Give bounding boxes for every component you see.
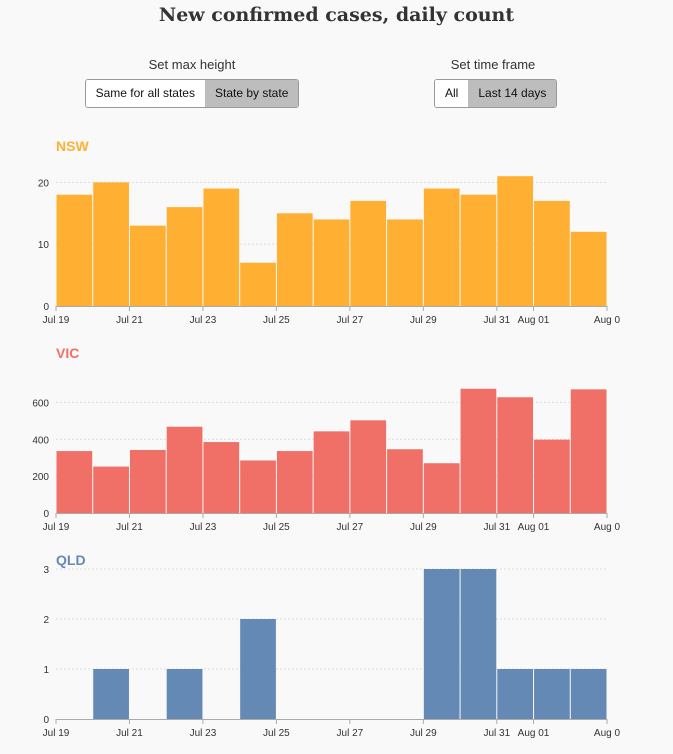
- nsw-x-tick-label: Jul 31: [483, 315, 510, 326]
- vic-x-tick-label: Jul 31: [483, 522, 510, 533]
- qld-chart: QLD 0 1 2 3 Jul 19 Jul 21 Jul 23 Jul 25 Jul 27 Jul…: [43, 552, 621, 739]
- vic-bar-jul-21: [129, 449, 166, 513]
- vic-bar-jul-29: [423, 463, 460, 513]
- qld-x-tick-label: Aug 0: [594, 728, 621, 739]
- vic-bar-aug-01: [534, 439, 570, 513]
- qld-x-tick-label: Jul 29: [410, 728, 437, 739]
- nsw-chart: NSW 0 10 20 Jul 19 Jul 21 Jul 23 Jul 25 Jul 27 Ju…: [38, 138, 621, 326]
- vic-bar-jul-31: [497, 397, 534, 513]
- time-frame-toggle: All Last 14 days: [434, 79, 558, 108]
- qld-bar-jul-31: [497, 669, 534, 719]
- all-button[interactable]: All: [435, 80, 469, 107]
- same-for-all-states-button[interactable]: Same for all states: [85, 80, 205, 107]
- nsw-bar-jul-24: [240, 262, 276, 306]
- qld-y-tick-label: 1: [43, 665, 49, 676]
- nsw-bar-jul-22: [166, 207, 203, 306]
- nsw-bar-jul-26: [313, 219, 350, 306]
- vic-chart: VIC 0 200 400 600 Jul 19 Jul 21 Jul 23 Jul 25 Jul…: [32, 345, 620, 533]
- nsw-x-tick-label: Aug 01: [518, 315, 550, 326]
- vic-bar-jul-22: [166, 426, 203, 513]
- qld-y-tick-label: 0: [43, 715, 49, 726]
- vic-bar-jul-28: [387, 449, 423, 513]
- qld-x-tick-label: Jul 27: [337, 728, 364, 739]
- nsw-bar-jul-31: [497, 176, 534, 306]
- nsw-chart-title: NSW: [56, 138, 89, 154]
- qld-bar-jul-29: [423, 569, 460, 719]
- qld-x-tick-label: Jul 31: [483, 728, 510, 739]
- state-by-state-button[interactable]: State by state: [204, 80, 299, 107]
- nsw-bar-jul-28: [387, 219, 423, 306]
- nsw-x-tick-label: Jul 23: [190, 315, 217, 326]
- qld-y-tick-label: 3: [43, 565, 49, 576]
- nsw-bar-jul-30: [460, 194, 497, 306]
- max-height-toggle: Same for all states State by state: [84, 79, 300, 108]
- nsw-bar-jul-27: [350, 200, 387, 306]
- qld-x-tick-label: Jul 19: [43, 728, 70, 739]
- vic-bar-jul-25: [276, 451, 313, 513]
- nsw-bar-jul-23: [203, 188, 240, 306]
- qld-bar-jul-22: [166, 669, 203, 719]
- qld-bar-jul-30: [460, 569, 497, 719]
- nsw-bar-jul-29: [423, 188, 460, 306]
- qld-bar-jul-24: [240, 619, 276, 719]
- vic-y-tick-label: 200: [32, 472, 49, 483]
- vic-bar-jul-30: [460, 388, 497, 513]
- nsw-x-tick-label: Jul 27: [337, 315, 364, 326]
- qld-x-tick-label: Aug 01: [518, 728, 550, 739]
- vic-bar-aug-02: [570, 389, 607, 513]
- vic-x-tick-label: Aug 0: [594, 522, 621, 533]
- max-height-control: Set max height Same for all states State…: [84, 57, 300, 108]
- vic-x-tick-label: Aug 01: [518, 522, 550, 533]
- vic-y-tick-label: 400: [32, 435, 49, 446]
- qld-bar-aug-01: [534, 669, 570, 719]
- nsw-y-tick-label: 0: [43, 302, 49, 313]
- qld-bar-aug-02: [570, 669, 607, 719]
- nsw-x-tick-label: Jul 21: [116, 315, 143, 326]
- qld-x-tick-label: Jul 23: [190, 728, 217, 739]
- vic-x-tick-label: Jul 27: [337, 522, 364, 533]
- vic-x-tick-label: Jul 23: [190, 522, 217, 533]
- nsw-bar-aug-01: [534, 200, 570, 306]
- vic-chart-title: VIC: [56, 345, 79, 361]
- vic-y-tick-label: 0: [43, 509, 49, 520]
- qld-x-tick-label: Jul 25: [263, 728, 290, 739]
- vic-bar-jul-27: [350, 420, 387, 513]
- nsw-y-tick-label: 20: [38, 178, 50, 189]
- vic-bar-jul-23: [203, 442, 240, 513]
- nsw-y-tick-label: 10: [38, 240, 50, 251]
- vic-bar-jul-26: [313, 431, 350, 513]
- vic-x-tick-label: Jul 25: [263, 522, 290, 533]
- max-height-label: Set max height: [148, 57, 236, 72]
- nsw-bar-jul-19: [56, 194, 93, 306]
- vic-y-tick-label: 600: [32, 398, 49, 409]
- vic-bar-jul-19: [56, 451, 93, 513]
- nsw-x-tick-label: Aug 0: [594, 315, 621, 326]
- qld-x-tick-label: Jul 21: [116, 728, 143, 739]
- nsw-x-tick-label: Jul 19: [43, 315, 70, 326]
- qld-y-tick-label: 2: [43, 615, 49, 626]
- nsw-bar-aug-02: [570, 231, 607, 306]
- vic-bar-jul-20: [93, 466, 129, 513]
- last-14-days-button[interactable]: Last 14 days: [468, 80, 557, 107]
- nsw-bar-jul-25: [276, 213, 313, 306]
- time-frame-control: Set time frame All Last 14 days: [434, 57, 558, 108]
- vic-x-tick-label: Jul 21: [116, 522, 143, 533]
- page-title: New confirmed cases, daily count: [158, 4, 515, 26]
- nsw-bar-jul-21: [129, 225, 166, 306]
- qld-bar-jul-20: [93, 669, 129, 719]
- vic-bar-jul-24: [240, 460, 276, 513]
- nsw-x-tick-label: Jul 29: [410, 315, 437, 326]
- vic-x-tick-label: Jul 19: [43, 522, 70, 533]
- nsw-x-tick-label: Jul 25: [263, 315, 290, 326]
- nsw-bar-jul-20: [93, 182, 129, 306]
- time-frame-label: Set time frame: [450, 57, 536, 72]
- qld-chart-title: QLD: [56, 552, 86, 568]
- vic-x-tick-label: Jul 29: [410, 522, 437, 533]
